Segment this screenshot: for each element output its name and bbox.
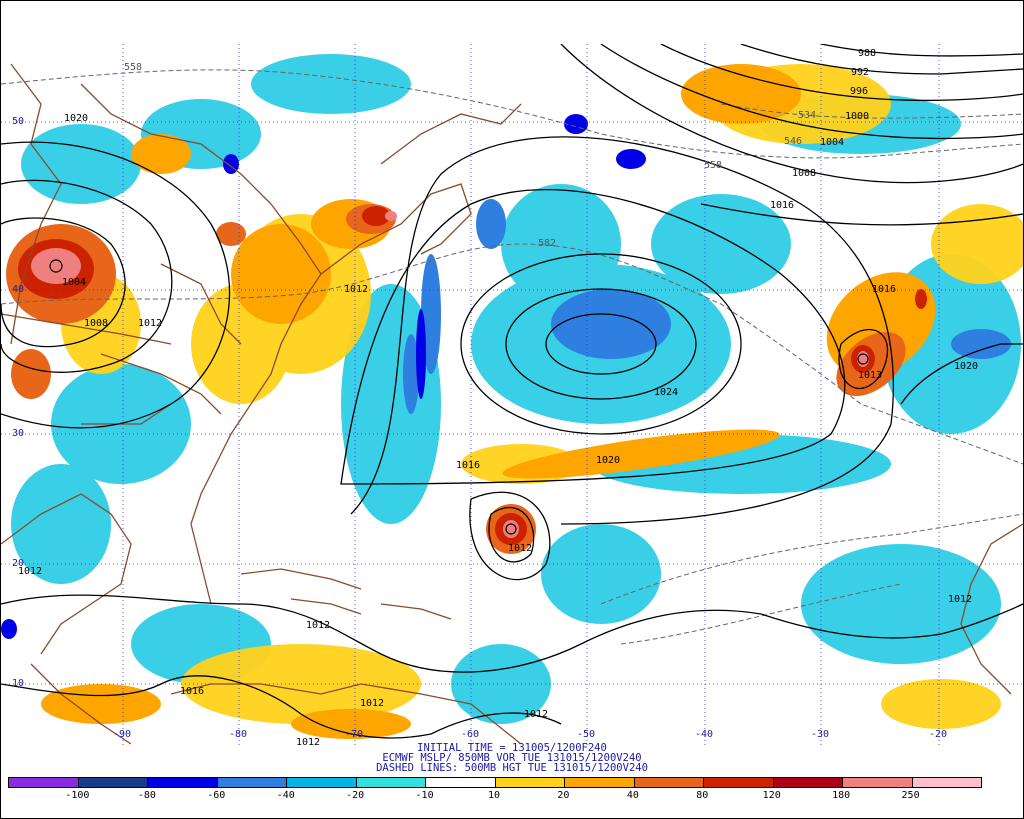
longitude-label: -70 [345,729,364,740]
isobar-label: 1004 [62,277,87,288]
colorbar-label: -100 [65,790,90,801]
isobar-label: 996 [850,86,869,97]
height-label: 534 [798,110,817,121]
isobar-label: 1012 [138,318,163,329]
isobar-label: 1024 [654,387,679,398]
isobar-label: 1012 [508,543,533,554]
longitude-label: -90 [113,729,132,740]
longitude-label: -20 [929,729,948,740]
weather-map [1,44,1023,746]
colorbar-label: 10 [487,790,501,801]
longitude-label: -30 [811,729,830,740]
isobar-label: 1020 [64,113,89,124]
latitude-label: 30 [12,428,25,439]
map-titles: INITIAL TIME = 131005/1200F240 ECMWF MSL… [0,742,1024,774]
isobar-label: 1012 [360,698,385,709]
isobar-label: 1012 [948,594,973,605]
isobar-label: 1020 [954,361,979,372]
colorbar-swatch [565,778,635,787]
colorbar-swatch [495,778,565,787]
colorbar-swatch [78,778,148,787]
cyclone-centers [49,259,869,535]
height-label: 582 [538,238,557,249]
isobar-label: 988 [858,48,877,59]
longitude-label: -60 [461,729,480,740]
isobar-label: 1008 [792,168,817,179]
isobar-label: 1008 [84,318,109,329]
product-line: ECMWF MSLP/ 850MB VOR TUE 131015/1200V24… [382,752,642,764]
colorbar-swatch [704,778,774,787]
colorbar-label: -10 [415,790,434,801]
longitude-label: -50 [577,729,596,740]
colorbar-label: 40 [626,790,639,801]
colorbar-label: -20 [346,790,365,801]
isobar-label: 1016 [770,200,795,211]
colorbar-swatch [287,778,357,787]
colorbar-label: -40 [276,790,295,801]
isobar-label: 1012 [344,284,369,295]
latitude-label: 20 [12,558,25,569]
colorbar-label: 180 [832,790,851,801]
isobar-label: 1000 [845,111,870,122]
colorbar-label: -60 [207,790,226,801]
longitude-label: -40 [695,729,714,740]
colorbar-swatch [9,778,79,787]
colorbar-swatch [217,778,287,787]
height-contours [1,69,1023,645]
colorbar-label: 20 [557,790,570,801]
isobar-label: 1012 [296,737,321,748]
colorbar-swatch [426,778,496,787]
isobar-label: 1012 [524,709,549,720]
height-label: 558 [124,62,143,73]
colorbar-label: -80 [137,790,156,801]
isobar-label: 1012 [18,566,43,577]
colorbar-swatch [148,778,218,787]
latitude-label: 10 [12,678,25,689]
isobar-label: 1012 [306,620,331,631]
latitude-label: 40 [12,284,25,295]
colorbar-swatch [843,778,913,787]
isobar-label: 1013 [858,370,883,381]
height-label: 558 [704,160,723,171]
dashed-lines-legend: DASHED LINES: 500MB HGT TUE 131015/1200V… [376,762,648,774]
longitude-label: -80 [229,729,248,740]
initial-time-line: INITIAL TIME = 131005/1200F240 [417,742,607,754]
isobar-label: 1004 [820,137,845,148]
colorbar-swatch [773,778,843,787]
isobar-label: 1016 [872,284,897,295]
vorticity-colorbar [8,777,982,788]
colorbar-swatch [634,778,704,787]
isobars [1,44,1023,739]
height-label: 546 [784,136,803,147]
isobar-label: 1016 [180,686,205,697]
colorbar-label: 120 [762,790,781,801]
colorbar-swatch [912,778,981,787]
coastlines [1,63,1023,745]
latitude-label: 50 [12,116,25,127]
colorbar-label: 250 [901,790,920,801]
colorbar-label: 80 [696,790,709,801]
strong-negative-vorticity [403,199,1011,414]
isobar-label: 1016 [456,460,481,471]
isobar-label: 992 [851,67,870,78]
isobar-label: 1020 [596,455,621,466]
moderate-positive-vorticity [41,64,936,739]
colorbar-swatch [356,778,426,787]
